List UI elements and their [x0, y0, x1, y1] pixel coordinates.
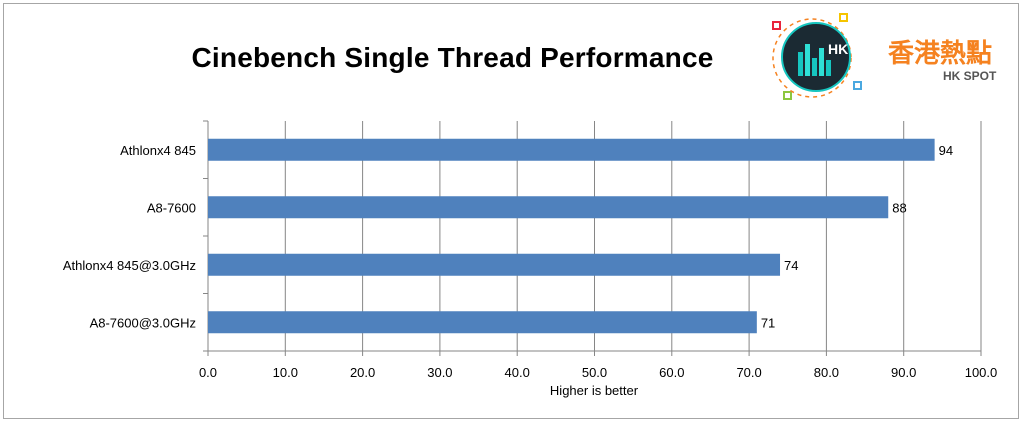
- x-tick-label: 20.0: [350, 365, 375, 380]
- logo-badge: HK: [828, 41, 848, 57]
- x-tick-label: 40.0: [505, 365, 530, 380]
- x-tick-label: 60.0: [659, 365, 684, 380]
- category-label: Athlonx4 845@3.0GHz: [63, 258, 196, 273]
- x-tick-label: 70.0: [736, 365, 761, 380]
- bar-value-label: 94: [939, 143, 953, 158]
- bar: [208, 138, 935, 161]
- category-label: Athlonx4 845: [120, 143, 196, 158]
- x-tick-label: 50.0: [582, 365, 607, 380]
- chart-title: Cinebench Single Thread Performance: [191, 42, 714, 73]
- bar-value-label: 74: [784, 258, 798, 273]
- bar-value-label: 71: [761, 315, 775, 330]
- bar-data-labels: 94 88 74 71: [761, 143, 953, 331]
- x-axis-label: Higher is better: [550, 383, 639, 398]
- x-tick-label: 30.0: [427, 365, 452, 380]
- bar: [208, 311, 757, 334]
- x-tick-label: 90.0: [891, 365, 916, 380]
- x-tick-label: 0.0: [199, 365, 217, 380]
- x-tick-label: 80.0: [814, 365, 839, 380]
- x-tick-labels: 0.0 10.0 20.0 30.0 40.0 50.0 60.0 70.0 80.0 90.0 1…: [199, 365, 997, 380]
- hk-spot-logo: HK 香港熱點 HK SPOT: [772, 13, 997, 100]
- logo-chinese: 香港熱點: [888, 39, 992, 69]
- bar: [208, 253, 781, 276]
- x-tick-label: 100.0: [965, 365, 998, 380]
- x-tick-label: 10.0: [273, 365, 298, 380]
- bars: [208, 138, 935, 334]
- category-label: A8-7600@3.0GHz: [90, 315, 196, 330]
- category-label: A8-7600: [147, 200, 196, 215]
- bar-value-label: 88: [892, 200, 906, 215]
- logo-english: HK SPOT: [943, 69, 997, 83]
- category-labels: Athlonx4 845 A8-7600 Athlonx4 845@3.0GHz A8…: [63, 143, 196, 331]
- bar: [208, 196, 889, 219]
